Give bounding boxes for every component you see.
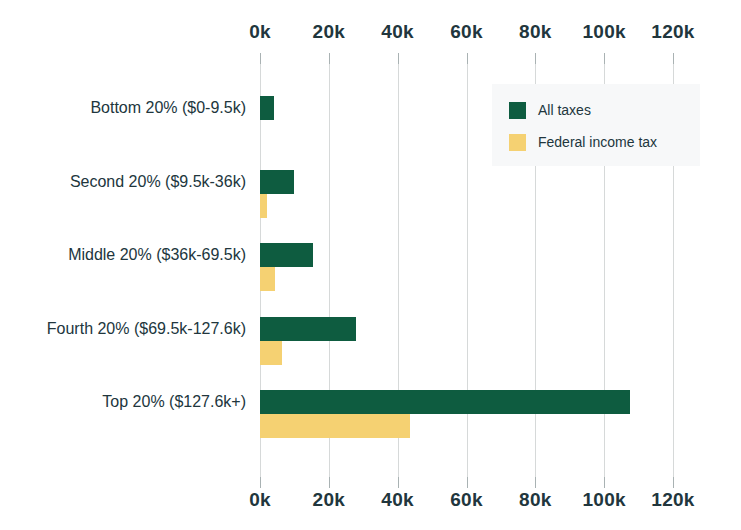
axis-tick-bottom (604, 477, 605, 488)
axis-tick-bottom (673, 477, 674, 488)
legend: All taxes Federal income tax (492, 84, 700, 166)
x-tick-label-bottom: 100k (582, 489, 625, 511)
category-label: Top 20% ($127.6k+) (0, 392, 246, 412)
legend-label-all-taxes: All taxes (538, 102, 591, 119)
x-tick-label-bottom: 20k (313, 489, 346, 511)
category-label: Second 20% ($9.5k-36k) (0, 172, 246, 192)
category-label: Middle 20% ($36k-69.5k) (0, 245, 246, 265)
axis-tick-top (260, 53, 261, 64)
bar-chart: 0k 20k 40k 60k 80k 100k 120k 0k 20k 40k 60k 80k 100… (0, 0, 741, 530)
x-tick-label-top: 20k (313, 21, 346, 43)
bar-all-taxes (260, 243, 313, 267)
axis-tick-bottom (260, 477, 261, 488)
axis-tick-top (329, 53, 330, 64)
x-tick-label-top: 40k (381, 21, 414, 43)
axis-tick-bottom (398, 477, 399, 488)
bar-federal-income-tax (260, 194, 267, 218)
axis-tick-top (673, 53, 674, 64)
category-label: Bottom 20% ($0-9.5k) (0, 98, 246, 118)
category-label: Fourth 20% ($69.5k-127.6k) (0, 319, 246, 339)
bar-all-taxes (260, 170, 294, 194)
bar-all-taxes (260, 96, 274, 120)
gridline (467, 64, 468, 477)
x-tick-label-top: 100k (582, 21, 625, 43)
bar-federal-income-tax (260, 414, 410, 438)
bar-all-taxes (260, 390, 630, 414)
federal-income-tax-swatch-icon (509, 134, 526, 151)
bar-all-taxes (260, 317, 356, 341)
x-tick-label-bottom: 80k (519, 489, 552, 511)
axis-tick-bottom (467, 477, 468, 488)
x-tick-label-top: 0k (249, 21, 271, 43)
legend-label-federal-income-tax: Federal income tax (538, 134, 657, 151)
legend-item-federal-income-tax: Federal income tax (509, 134, 700, 151)
axis-tick-top (467, 53, 468, 64)
axis-tick-top (398, 53, 399, 64)
x-tick-label-bottom: 120k (651, 489, 694, 511)
axis-tick-bottom (329, 477, 330, 488)
x-tick-label-bottom: 40k (381, 489, 414, 511)
x-tick-label-top: 80k (519, 21, 552, 43)
axis-tick-top (604, 53, 605, 64)
legend-item-all-taxes: All taxes (509, 102, 700, 119)
axis-tick-top (535, 53, 536, 64)
all-taxes-swatch-icon (509, 102, 526, 119)
x-tick-label-bottom: 0k (249, 489, 271, 511)
x-tick-label-top: 120k (651, 21, 694, 43)
bar-federal-income-tax (260, 341, 282, 365)
x-tick-label-bottom: 60k (450, 489, 483, 511)
bar-federal-income-tax (260, 267, 275, 291)
x-tick-label-top: 60k (450, 21, 483, 43)
axis-tick-bottom (535, 477, 536, 488)
